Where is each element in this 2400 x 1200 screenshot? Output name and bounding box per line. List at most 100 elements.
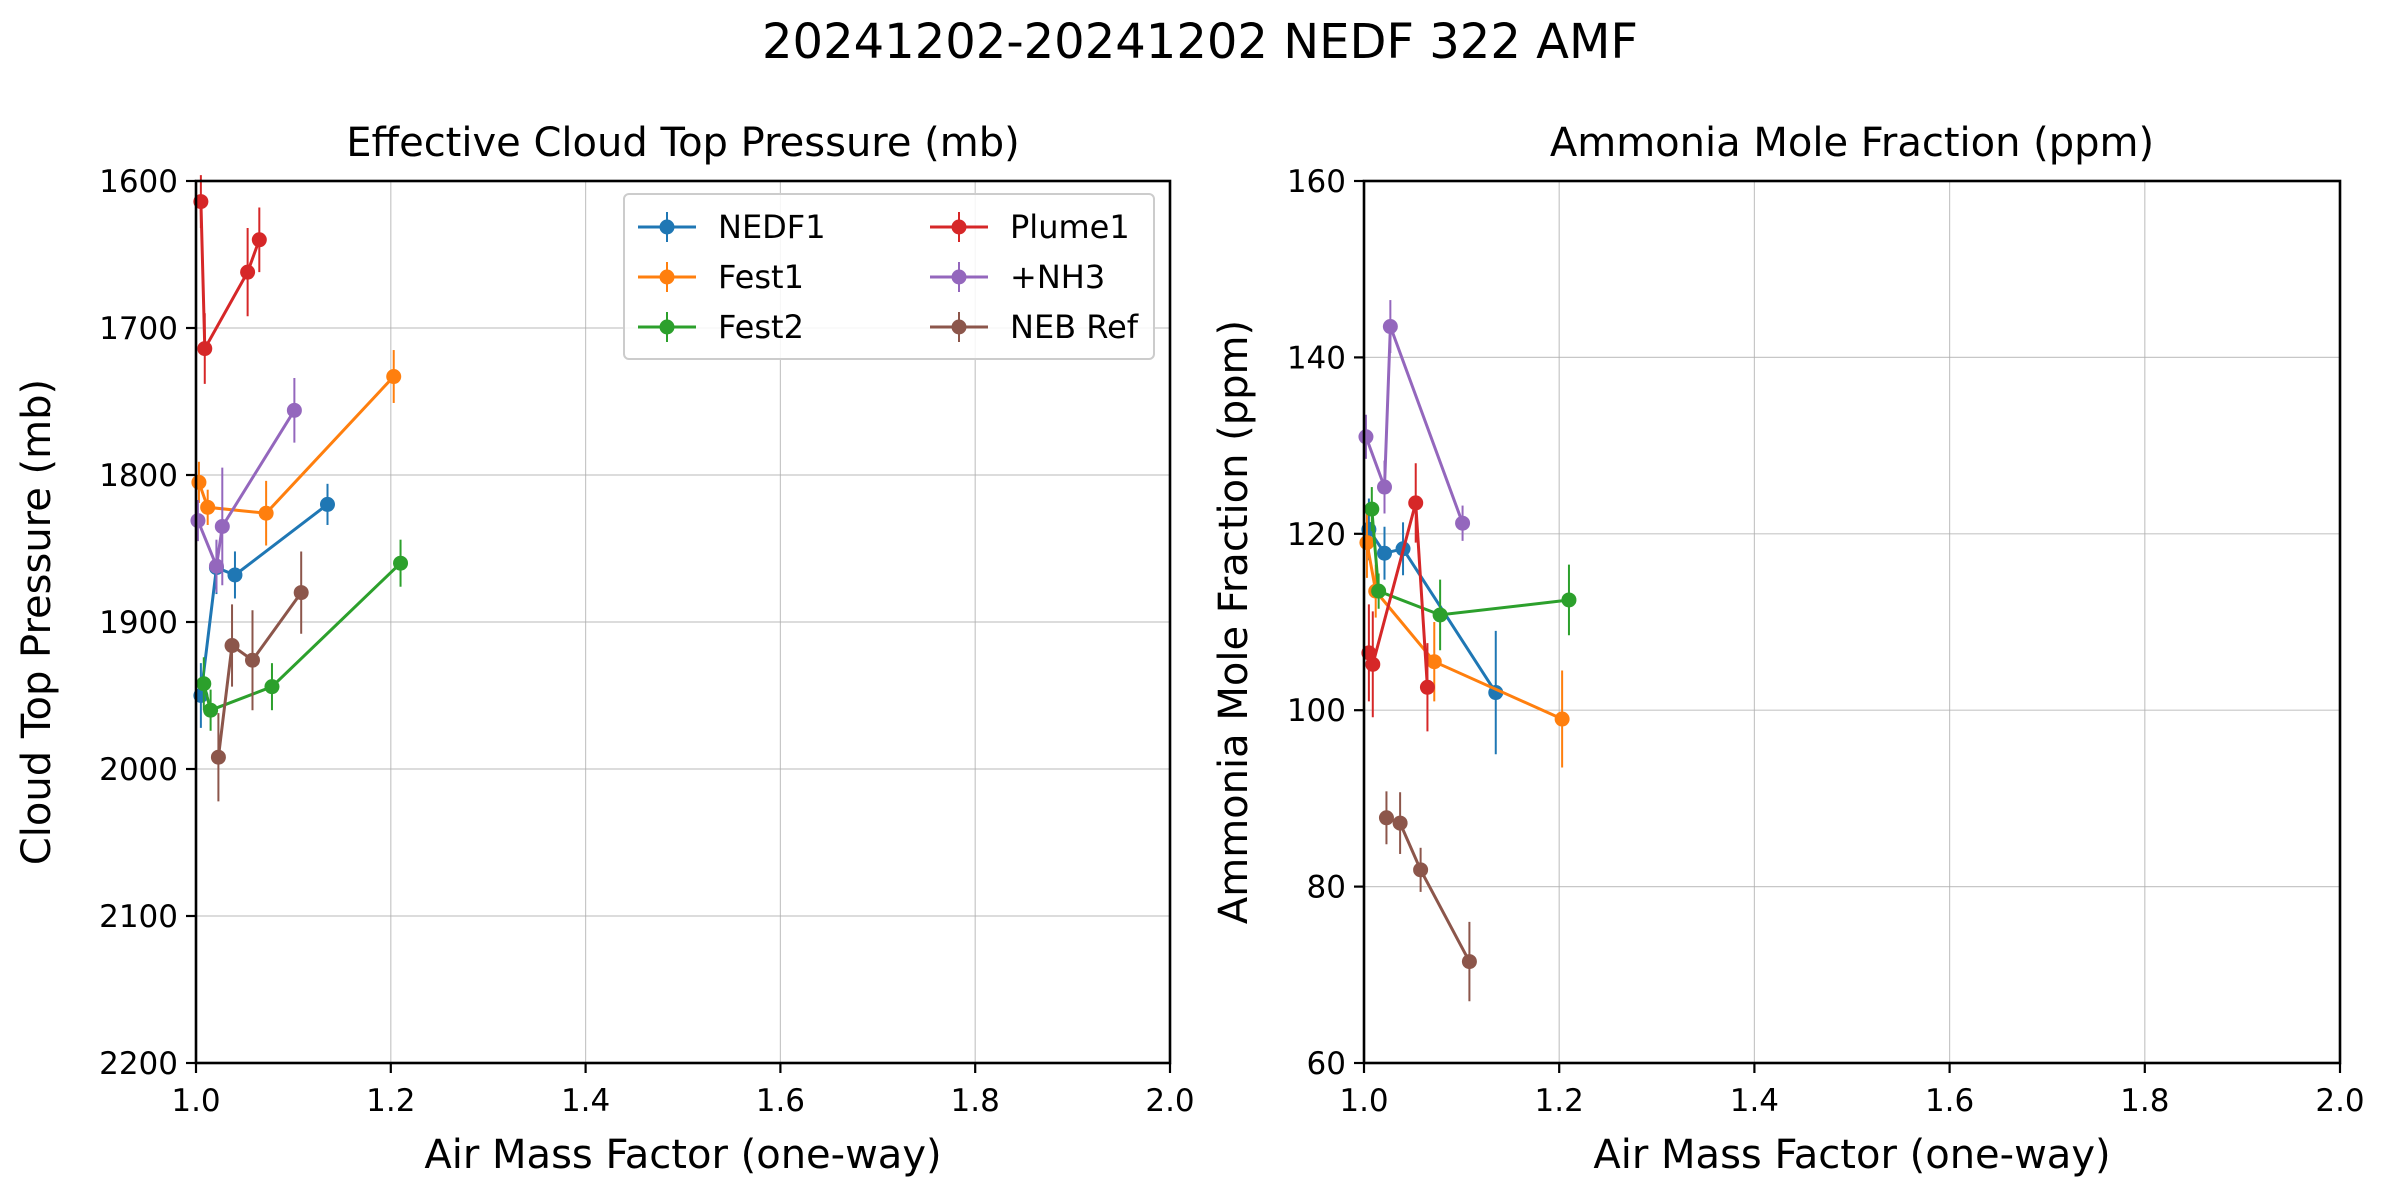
legend-marker-4 [952, 270, 967, 285]
p0-series-nh3 [190, 378, 301, 593]
p0-point-5-0 [211, 750, 226, 765]
p1-xlabel: Air Mass Factor (one-way) [1593, 1132, 2110, 1178]
p1-series-fest1 [1359, 507, 1569, 767]
p0-ylabel: Cloud Top Pressure (mb) [14, 379, 60, 865]
p1-series-fest2 [1364, 487, 1576, 650]
legend-label-2: Fest2 [718, 308, 804, 346]
legend-label-0: NEDF1 [718, 208, 826, 246]
p1-point-0-1 [1377, 546, 1392, 561]
p0-series-nebref [211, 551, 309, 801]
p0-title: Effective Cloud Top Pressure (mb) [346, 120, 1020, 166]
p1-xtick-label-0: 1.0 [1339, 1083, 1388, 1119]
p1-point-1-0 [1359, 535, 1374, 550]
p1-point-2-2 [1433, 607, 1448, 622]
p0-point-4-0 [190, 513, 205, 528]
p1-xtick-label-5: 2.0 [2315, 1083, 2364, 1119]
p1-ytick-label-1: 80 [1307, 870, 1346, 906]
p1-point-2-3 [1561, 592, 1576, 607]
p0-ytick-label-1: 1700 [99, 311, 178, 347]
p0-point-3-2 [240, 265, 255, 280]
p1-point-2-1 [1371, 584, 1386, 599]
p0-ytick-label-3: 1900 [99, 605, 178, 641]
p0-point-5-3 [294, 585, 309, 600]
p1-ytick-label-4: 140 [1287, 340, 1346, 376]
p1-ytick-label-5: 160 [1287, 164, 1346, 200]
figure-title: 20241202-20241202 NEDF 322 AMF [762, 14, 1638, 70]
p1-point-3-1 [1365, 657, 1380, 672]
legend-marker-1 [660, 270, 675, 285]
p1-series-line-5 [1386, 818, 1469, 962]
legend-marker-0 [660, 220, 675, 235]
p1-point-3-2 [1408, 495, 1423, 510]
p0-point-1-1 [200, 500, 215, 515]
p0-point-4-2 [215, 519, 230, 534]
p1-series-line-1 [1367, 543, 1562, 719]
p0-point-3-3 [252, 232, 267, 247]
legend-label-4: +NH3 [1010, 258, 1105, 296]
ammonia-panel: 1.0 1.2 1.4 1.6 1.8 2.0 60 80 100 120 140 160 Ammoni… [1211, 120, 2365, 1178]
p0-point-5-1 [225, 638, 240, 653]
p0-ytick-label-0: 1600 [99, 164, 178, 200]
p1-series-nebref [1379, 791, 1477, 1001]
p0-point-4-1 [209, 559, 224, 574]
p0-ytick-label-6: 2200 [99, 1046, 178, 1082]
p1-title: Ammonia Mole Fraction (ppm) [1550, 120, 2154, 166]
p1-point-2-0 [1364, 502, 1379, 517]
p1-ytick-label-2: 100 [1287, 693, 1346, 729]
p1-point-4-2 [1383, 319, 1398, 334]
p1-point-5-0 [1379, 810, 1394, 825]
p1-point-5-1 [1393, 816, 1408, 831]
cloud-top-pressure-panel: 1.0 1.2 1.4 1.6 1.8 2.0 1600 1700 1800 1900 2000 21… [14, 120, 1195, 1178]
p0-point-2-0 [196, 676, 211, 691]
p0-ytick-label-5: 2100 [99, 899, 178, 935]
p1-xtick-label-4: 1.8 [2120, 1083, 2169, 1119]
p0-xtick-label-4: 1.8 [951, 1083, 1000, 1119]
p1-point-5-3 [1462, 954, 1477, 969]
p1-point-5-2 [1413, 862, 1428, 877]
p1-point-4-0 [1358, 429, 1373, 444]
p0-point-2-1 [203, 703, 218, 718]
p1-ytick-label-3: 120 [1287, 517, 1346, 553]
p0-point-1-3 [386, 369, 401, 384]
p1-xtick-label-1: 1.2 [1535, 1083, 1584, 1119]
legend-label-3: Plume1 [1010, 208, 1130, 246]
legend-label-5: NEB Ref [1010, 308, 1139, 346]
p1-point-4-3 [1455, 516, 1470, 531]
p0-point-1-2 [259, 506, 274, 521]
p0-series-line-1 [199, 377, 394, 514]
p0-ytick-label-2: 1800 [99, 458, 178, 494]
p1-xtick-label-2: 1.4 [1730, 1083, 1779, 1119]
legend-label-1: Fest1 [718, 258, 804, 296]
p0-point-2-2 [264, 679, 279, 694]
p0-point-5-2 [245, 653, 260, 668]
p1-axes-frame [1364, 181, 2340, 1063]
p0-xtick-label-5: 2.0 [1145, 1083, 1194, 1119]
p0-point-4-3 [287, 403, 302, 418]
p0-series-plume1 [193, 175, 266, 384]
p0-xtick-label-2: 1.4 [561, 1083, 610, 1119]
p0-point-0-3 [320, 497, 335, 512]
p0-point-2-3 [393, 556, 408, 571]
p0-series-line-5 [218, 593, 301, 758]
p0-xlabel: Air Mass Factor (one-way) [424, 1132, 941, 1178]
p1-ylabel: Ammonia Mole Fraction (ppm) [1211, 320, 1257, 924]
p1-ytick-label-0: 60 [1307, 1046, 1346, 1082]
legend: NEDF1 Fest1 Fest2 Plume1 +NH3 NEB Ref [624, 194, 1154, 359]
p0-xtick-label-1: 1.2 [366, 1083, 415, 1119]
p1-point-4-1 [1377, 480, 1392, 495]
legend-marker-5 [952, 320, 967, 335]
p1-xtick-label-3: 1.6 [1925, 1083, 1974, 1119]
legend-marker-2 [660, 320, 675, 335]
p1-point-3-3 [1420, 680, 1435, 695]
p0-xtick-label-0: 1.0 [171, 1083, 220, 1119]
legend-marker-3 [952, 220, 967, 235]
p0-point-1-0 [191, 475, 206, 490]
p1-point-1-2 [1427, 654, 1442, 669]
p0-ytick-label-4: 2000 [99, 752, 178, 788]
p1-series-line-4 [1366, 327, 1463, 524]
p0-xtick-label-3: 1.6 [756, 1083, 805, 1119]
p0-series-line-4 [198, 410, 295, 566]
p1-point-1-3 [1555, 712, 1570, 727]
